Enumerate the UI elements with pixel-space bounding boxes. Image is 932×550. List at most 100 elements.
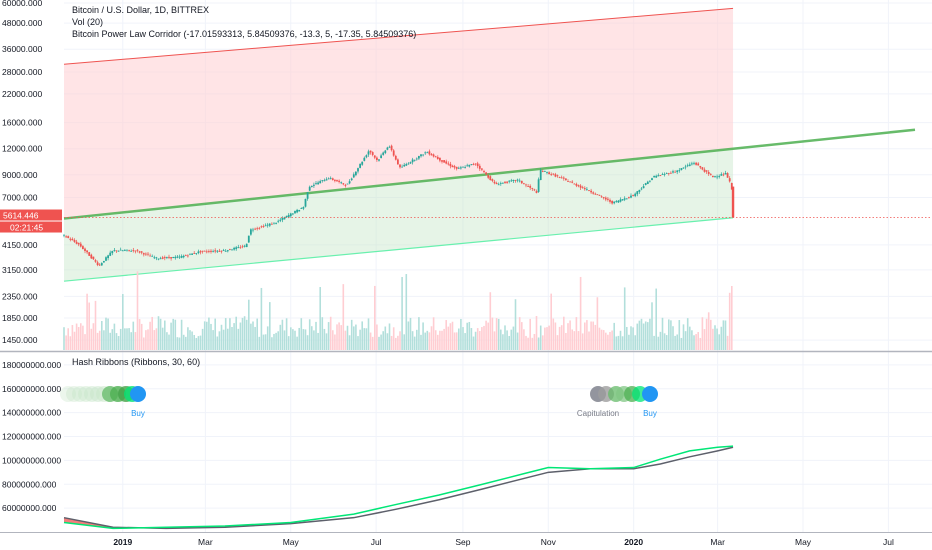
- volume-bar: [365, 328, 368, 350]
- volume-bar: [195, 337, 198, 350]
- volume-bar: [266, 326, 269, 350]
- volume-bar: [134, 332, 137, 350]
- volume-bar: [143, 337, 145, 350]
- candle-body: [365, 155, 368, 158]
- candle-body: [399, 164, 401, 168]
- candle-body: [730, 183, 733, 190]
- volume-bar: [623, 287, 626, 350]
- candle-body: [224, 250, 227, 252]
- volume-bar: [397, 335, 399, 350]
- candle-body: [363, 157, 366, 161]
- volume-bar: [153, 330, 156, 350]
- candle-body: [174, 256, 177, 259]
- volume-bar: [542, 335, 544, 350]
- volume-bar: [462, 327, 464, 350]
- volume-bar: [474, 331, 477, 350]
- candle-body: [581, 187, 584, 189]
- volume-bar: [355, 324, 357, 350]
- candle-body: [145, 253, 147, 255]
- volume-bar: [598, 327, 601, 350]
- volume-bar: [697, 332, 699, 350]
- candle-body: [199, 251, 202, 253]
- candle-body: [352, 174, 355, 178]
- candle-body: [428, 151, 431, 155]
- candle-body: [441, 160, 443, 162]
- candle-body: [499, 183, 502, 184]
- candle-body: [273, 222, 275, 224]
- candle-body: [644, 183, 647, 185]
- candle-body: [468, 164, 471, 167]
- volume-bar: [533, 333, 536, 350]
- candle-body: [126, 249, 128, 251]
- volume-bar: [596, 297, 599, 350]
- candle-body: [718, 176, 721, 177]
- candle-body: [367, 151, 370, 155]
- candle-body: [497, 184, 500, 186]
- volume-bar: [720, 326, 723, 350]
- volume-bar: [552, 318, 555, 350]
- candle-body: [565, 178, 567, 180]
- candle-body: [386, 147, 389, 150]
- volume-bar: [201, 328, 204, 350]
- volume-bar: [231, 327, 233, 350]
- corridor-legend[interactable]: Bitcoin Power Law Corridor (-17.01593313…: [72, 29, 417, 39]
- candle-body: [73, 240, 76, 242]
- candle-body: [583, 188, 586, 190]
- volume-bar: [103, 330, 105, 350]
- candle-body: [701, 167, 704, 170]
- candle-body: [562, 177, 565, 179]
- candle-body: [90, 254, 93, 259]
- candle-body: [241, 246, 244, 248]
- hash-tick-label: 140000000.000: [2, 408, 61, 418]
- candle-body: [124, 250, 126, 252]
- volume-bar: [380, 334, 382, 350]
- buy-signal-dot: [130, 386, 146, 402]
- volume-bar: [285, 318, 288, 350]
- candle-body: [254, 228, 256, 230]
- volume-bar: [651, 302, 653, 350]
- candle-body: [109, 252, 112, 256]
- volume-bar: [392, 327, 395, 350]
- time-tick-label: 2019: [113, 537, 132, 547]
- candle-body: [430, 154, 433, 156]
- candle-body: [667, 173, 670, 175]
- volume-bar: [506, 330, 508, 350]
- volume-legend[interactable]: Vol (20): [72, 17, 104, 27]
- symbol-title[interactable]: Bitcoin / U.S. Dollar, 1D, BITTREX: [72, 5, 210, 15]
- volume-bar: [220, 324, 223, 350]
- candle-body: [592, 192, 595, 194]
- volume-bar: [359, 329, 361, 350]
- signal-dot: [78, 386, 94, 402]
- candle-body: [323, 180, 326, 182]
- volume-bar: [413, 336, 416, 350]
- candle-body: [724, 173, 727, 175]
- volume-bar: [537, 337, 540, 350]
- volume-bar: [539, 325, 542, 350]
- volume-bar: [344, 330, 347, 350]
- volume-bar: [626, 326, 628, 350]
- candle-body: [153, 257, 156, 259]
- candle-body: [157, 258, 160, 260]
- volume-bar: [684, 331, 687, 350]
- candle-body: [134, 250, 137, 252]
- volume-bar: [222, 329, 225, 350]
- candle-body: [596, 194, 599, 196]
- candle-body: [149, 255, 151, 257]
- hash-ribbons-legend[interactable]: Hash Ribbons (Ribbons, 30, 60): [72, 357, 201, 367]
- volume-bar: [69, 336, 72, 350]
- candle-body: [401, 166, 403, 168]
- volume-bar: [586, 320, 588, 350]
- volume-bar: [159, 318, 162, 350]
- candle-body: [65, 236, 67, 238]
- volume-bar: [145, 330, 147, 350]
- candle-body: [646, 181, 649, 185]
- candle-body: [539, 169, 542, 181]
- candle-body: [672, 171, 674, 173]
- volume-bar: [466, 322, 468, 350]
- candle-body: [604, 197, 607, 200]
- countdown-value: 02:21:45: [10, 223, 43, 233]
- volume-bar: [573, 331, 576, 350]
- candle-body: [262, 226, 265, 227]
- candle-body: [661, 174, 664, 175]
